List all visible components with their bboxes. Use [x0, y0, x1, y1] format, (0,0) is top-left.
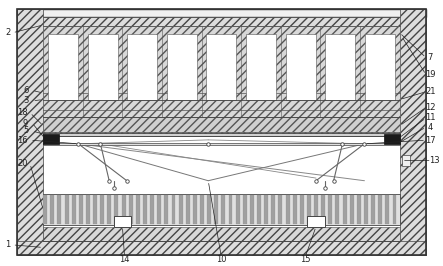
Bar	[314, 195, 318, 224]
Bar	[43, 227, 400, 241]
Bar	[43, 26, 400, 117]
Bar	[43, 132, 400, 136]
Text: 7: 7	[428, 53, 433, 62]
Bar	[43, 143, 400, 145]
Bar	[293, 195, 297, 224]
Bar	[385, 195, 389, 224]
Bar	[236, 195, 240, 224]
Bar	[150, 195, 154, 224]
Bar	[357, 195, 361, 224]
Bar	[17, 9, 426, 17]
Bar	[214, 195, 218, 224]
Bar	[17, 17, 426, 26]
Text: 19: 19	[425, 70, 436, 79]
Text: 20: 20	[17, 159, 28, 168]
Bar	[48, 34, 78, 99]
Bar	[93, 195, 97, 224]
Bar	[100, 195, 104, 224]
Bar	[171, 195, 175, 224]
Bar	[286, 195, 289, 224]
Bar	[229, 195, 233, 224]
Bar	[286, 34, 316, 99]
Bar	[107, 195, 111, 224]
Text: 2: 2	[5, 28, 11, 37]
Bar	[43, 134, 58, 144]
Bar	[325, 34, 355, 99]
Bar	[307, 195, 311, 224]
Bar	[307, 216, 325, 227]
Bar	[143, 195, 147, 224]
Bar	[17, 9, 43, 255]
Bar	[350, 195, 354, 224]
Bar	[193, 195, 197, 224]
Text: 16: 16	[17, 136, 28, 145]
Text: 17: 17	[425, 136, 436, 145]
Bar	[321, 195, 325, 224]
Bar	[378, 195, 382, 224]
Bar	[17, 241, 426, 255]
Text: 14: 14	[119, 255, 130, 264]
Bar	[371, 195, 375, 224]
Text: 12: 12	[425, 103, 436, 112]
Bar	[164, 195, 168, 224]
Bar	[43, 195, 47, 224]
Text: 3: 3	[23, 96, 28, 105]
Bar	[279, 195, 282, 224]
Bar	[246, 34, 276, 99]
Bar	[364, 195, 368, 224]
Text: 11: 11	[425, 113, 436, 122]
Bar	[365, 34, 395, 99]
Bar	[136, 195, 140, 224]
Bar	[129, 195, 132, 224]
Bar	[58, 195, 62, 224]
Bar	[51, 195, 54, 224]
Bar	[250, 195, 254, 224]
Bar	[335, 195, 339, 224]
Bar	[157, 195, 161, 224]
Bar	[222, 195, 225, 224]
Bar	[122, 195, 125, 224]
Bar	[43, 132, 400, 134]
Bar	[127, 34, 157, 99]
Text: 5: 5	[23, 126, 28, 135]
Bar	[200, 195, 204, 224]
Text: 21: 21	[425, 87, 436, 96]
Text: 9: 9	[23, 119, 28, 128]
Bar	[257, 195, 261, 224]
Bar	[264, 195, 268, 224]
Bar	[179, 195, 183, 224]
Text: 6: 6	[23, 86, 28, 95]
Bar	[114, 195, 118, 224]
Bar	[113, 216, 131, 227]
Bar	[43, 194, 400, 225]
Bar	[271, 195, 275, 224]
Bar	[384, 134, 400, 144]
Bar	[328, 195, 332, 224]
Text: 10: 10	[216, 255, 227, 264]
Bar	[300, 195, 304, 224]
Text: 18: 18	[17, 108, 28, 117]
Text: 13: 13	[430, 156, 440, 165]
Bar	[400, 9, 426, 255]
Bar	[207, 195, 211, 224]
Bar	[65, 195, 69, 224]
Text: 15: 15	[300, 255, 310, 264]
Bar	[392, 195, 396, 224]
Bar	[243, 195, 247, 224]
Bar	[186, 195, 190, 224]
Bar	[86, 195, 90, 224]
Bar	[206, 34, 237, 99]
Bar	[167, 34, 197, 99]
Bar	[79, 195, 83, 224]
Bar	[72, 195, 76, 224]
Bar	[43, 117, 400, 132]
Bar	[402, 155, 410, 166]
Bar	[88, 34, 118, 99]
Bar	[342, 195, 346, 224]
Text: 1: 1	[5, 240, 11, 249]
Text: 4: 4	[428, 123, 433, 132]
